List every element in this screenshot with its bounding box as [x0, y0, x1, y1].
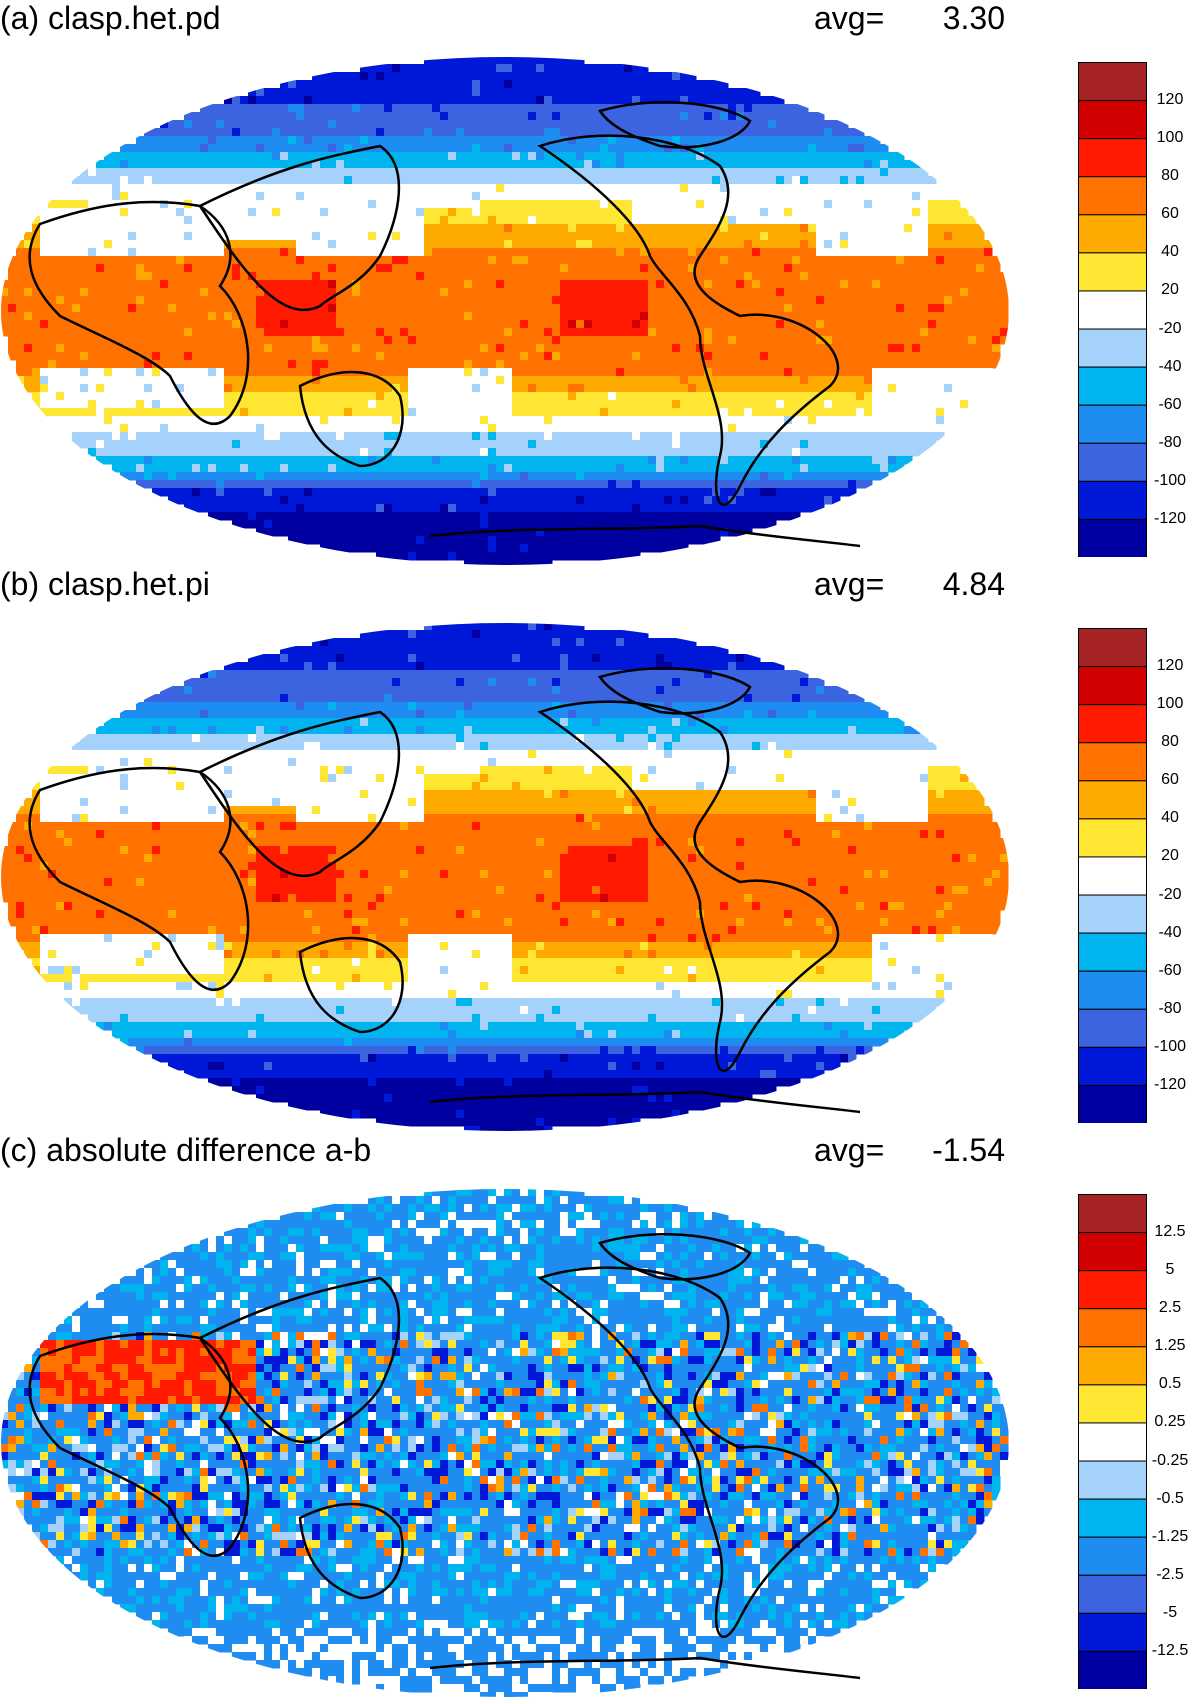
- colorbar-labels-b: 120 100 80 60 40 20 -20 -40 -60 -80 -100 -120: [1147, 628, 1193, 1123]
- colorbar-label: 100: [1147, 130, 1193, 146]
- colorbar-swatch: [1079, 1009, 1147, 1047]
- colorbar-swatch: [1079, 971, 1147, 1009]
- colorbar-label: -40: [1147, 359, 1193, 375]
- colorbar-label: 120: [1147, 658, 1193, 674]
- colorbar-swatch: [1079, 933, 1147, 971]
- colorbar-swatch: [1079, 1499, 1147, 1537]
- colorbar-a: [1078, 62, 1148, 557]
- colorbar-label: 80: [1147, 734, 1193, 750]
- colorbar-swatch: [1079, 1085, 1147, 1123]
- avg-label: avg=: [814, 566, 884, 603]
- colorbar-label: -20: [1147, 321, 1193, 337]
- colorbar-label: 20: [1147, 848, 1193, 864]
- colorbar-swatch: [1079, 743, 1147, 781]
- map-field: [0, 622, 1009, 1132]
- colorbar-label: 80: [1147, 168, 1193, 184]
- colorbar-swatch: [1079, 1613, 1147, 1651]
- colorbar-label: 40: [1147, 810, 1193, 826]
- colorbar-labels-a: 120 100 80 60 40 20 -20 -40 -60 -80 -100 -120: [1147, 62, 1193, 557]
- colorbar-label: 60: [1147, 772, 1193, 788]
- avg-value: -1.54: [932, 1132, 1005, 1169]
- colorbar-swatch: [1079, 1271, 1147, 1309]
- colorbar-label: 2.5: [1147, 1300, 1193, 1316]
- colorbar-swatch: [1079, 329, 1147, 367]
- colorbar-swatch: [1079, 177, 1147, 215]
- colorbar-swatch: [1079, 481, 1147, 519]
- colorbar-swatch: [1079, 63, 1147, 101]
- colorbar-swatch: [1079, 1195, 1147, 1233]
- colorbar-swatch: [1079, 705, 1147, 743]
- colorbar-label: 0.25: [1147, 1414, 1193, 1430]
- colorbar-swatch: [1079, 781, 1147, 819]
- colorbar-label: -120: [1147, 511, 1193, 527]
- colorbar-b: [1078, 628, 1148, 1123]
- colorbar-swatch: [1079, 291, 1147, 329]
- colorbar-label: 1.25: [1147, 1338, 1193, 1354]
- colorbar-swatch: [1079, 819, 1147, 857]
- colorbar-swatch: [1079, 1347, 1147, 1385]
- map-panel-b: [0, 622, 1010, 1132]
- colorbar-label: -0.5: [1147, 1491, 1193, 1507]
- colorbar-swatch: [1079, 519, 1147, 557]
- colorbar-label: -120: [1147, 1077, 1193, 1093]
- colorbar-swatch: [1079, 101, 1147, 139]
- colorbar-swatch: [1079, 667, 1147, 705]
- colorbar-swatch: [1079, 1385, 1147, 1423]
- colorbar-swatch: [1079, 1575, 1147, 1613]
- panel-title: (c) absolute difference a-b: [0, 1132, 371, 1169]
- colorbar-label: 20: [1147, 282, 1193, 298]
- colorbar-label: 60: [1147, 206, 1193, 222]
- colorbar-label: -5: [1147, 1605, 1193, 1621]
- map-field: [0, 1188, 1009, 1698]
- colorbar-swatch: [1079, 443, 1147, 481]
- colorbar-swatch: [1079, 1233, 1147, 1271]
- colorbar-swatch: [1079, 215, 1147, 253]
- colorbar-label: -1.25: [1147, 1529, 1193, 1545]
- colorbar-label: 40: [1147, 244, 1193, 260]
- colorbar-label: 100: [1147, 696, 1193, 712]
- colorbar-label: -100: [1147, 473, 1193, 489]
- colorbar-label: 12.5: [1147, 1224, 1193, 1240]
- colorbar-swatch: [1079, 1461, 1147, 1499]
- colorbar-label: -40: [1147, 925, 1193, 941]
- colorbar-label: -100: [1147, 1039, 1193, 1055]
- avg-label: avg=: [814, 1132, 884, 1169]
- map-field: [0, 56, 1009, 566]
- colorbar-label: -60: [1147, 963, 1193, 979]
- colorbar-swatch: [1079, 253, 1147, 291]
- colorbar-label: -80: [1147, 1001, 1193, 1017]
- colorbar-swatch: [1079, 629, 1147, 667]
- colorbar-swatch: [1079, 405, 1147, 443]
- colorbar-swatch: [1079, 1423, 1147, 1461]
- colorbar-label: -12.5: [1147, 1643, 1193, 1659]
- colorbar-swatch: [1079, 1047, 1147, 1085]
- colorbar-swatch: [1079, 139, 1147, 177]
- colorbar-label: -80: [1147, 435, 1193, 451]
- avg-value: 3.30: [943, 0, 1005, 37]
- colorbar-swatch: [1079, 367, 1147, 405]
- colorbar-label: -60: [1147, 397, 1193, 413]
- colorbar-label: 0.5: [1147, 1376, 1193, 1392]
- colorbar-label: 5: [1147, 1262, 1193, 1278]
- avg-value: 4.84: [943, 566, 1005, 603]
- panel-title: (b) clasp.het.pi: [0, 566, 210, 603]
- map-panel-a: [0, 56, 1010, 566]
- colorbar-swatch: [1079, 1309, 1147, 1347]
- map-panel-c: [0, 1188, 1010, 1698]
- colorbar-swatch: [1079, 1537, 1147, 1575]
- colorbar-c: [1078, 1194, 1148, 1689]
- colorbar-label: 120: [1147, 92, 1193, 108]
- colorbar-labels-c: 12.5 5 2.5 1.25 0.5 0.25 -0.25 -0.5 -1.25 -2.5 -5 -…: [1147, 1194, 1193, 1689]
- colorbar-label: -2.5: [1147, 1567, 1193, 1583]
- colorbar-swatch: [1079, 857, 1147, 895]
- colorbar-label: -20: [1147, 887, 1193, 903]
- panel-title: (a) clasp.het.pd: [0, 0, 221, 37]
- colorbar-swatch: [1079, 1651, 1147, 1689]
- panel-c: (c) absolute difference a-b avg= -1.54 1…: [0, 1144, 1193, 1704]
- colorbar-label: -0.25: [1147, 1453, 1193, 1469]
- avg-label: avg=: [814, 0, 884, 37]
- colorbar-swatch: [1079, 895, 1147, 933]
